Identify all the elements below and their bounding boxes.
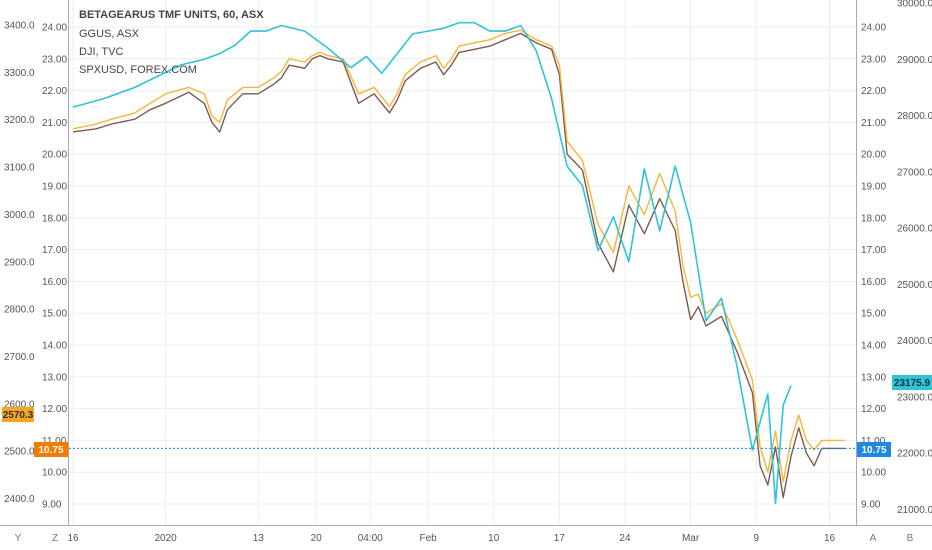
z-scale-button[interactable]: Z [52, 533, 58, 544]
right-outer-tick-label: 26000.0 [897, 224, 932, 235]
series-layer [72, 21, 845, 505]
left-axis-outer-ticks: 3400.0 3300.0 3200.0 3100.0 3000.0 2900.0 2800… [4, 21, 35, 506]
x-tick-label: 20 [311, 533, 323, 544]
x-tick-label: Feb [420, 533, 438, 544]
right-outer-tick-label: 25000.0 [897, 280, 932, 291]
left-inner-tick-label: 12.00 [42, 404, 67, 415]
left-inner-tick-label: 22.00 [42, 86, 67, 97]
auto-scale-button[interactable]: A [870, 533, 877, 544]
right-inner-tick-label: 24.00 [861, 23, 886, 34]
left-outer-tick-label: 3100.0 [4, 163, 35, 174]
right-dji-badge: 23175.9 [892, 375, 932, 390]
left-outer-tick-label: 2400.0 [4, 494, 35, 505]
series-line-dji [72, 21, 792, 505]
right-price-badge-label: 10.75 [861, 445, 886, 456]
right-axis-inner-ticks: 24.00 23.00 22.00 21.00 20.00 19.00 18.00 17.00… [861, 23, 886, 511]
right-inner-tick-label: 15.00 [861, 309, 886, 320]
left-inner-tick-label: 16.00 [42, 277, 67, 288]
left-inner-tick-label: 23.00 [42, 54, 67, 65]
right-inner-tick-label: 10.00 [861, 468, 886, 479]
left-outer-tick-label: 2500.0 [4, 447, 35, 458]
left-outer-tick-label: 3400.0 [4, 21, 35, 32]
left-outer-tick-label: 2900.0 [4, 257, 35, 268]
left-inner-tick-label: 21.00 [42, 118, 67, 129]
x-tick-label: 24 [619, 533, 631, 544]
left-outer-tick-label: 3300.0 [4, 68, 35, 79]
x-tick-label: 16 [67, 533, 79, 544]
right-outer-tick-label: 30000.0 [897, 0, 932, 10]
right-outer-tick-label: 29000.0 [897, 55, 932, 66]
legend-spxusd: SPXUSD, FOREX.COM [79, 64, 197, 76]
left-inner-tick-label: 11.00 [42, 436, 67, 447]
left-price-badge: 10.75 [34, 442, 68, 457]
legend-dji: DJI, TVC [79, 46, 123, 58]
axis-lines [0, 0, 932, 526]
left-outer-tick-label: 2700.0 [4, 352, 35, 363]
series-line-betagearus [72, 32, 845, 499]
right-inner-tick-label: 14.00 [861, 341, 886, 352]
right-inner-tick-label: 13.00 [861, 372, 886, 383]
right-inner-tick-label: 20.00 [861, 150, 886, 161]
left-inner-tick-label: 9.00 [42, 500, 62, 511]
b-scale-button[interactable]: B [907, 533, 914, 544]
corner-buttons: Y Z A B [15, 533, 914, 544]
left-spx-badge-label: 2570.3 [3, 410, 34, 421]
legend: BETAGEARUS TMF UNITS, 60, ASX GGUS, ASX … [79, 9, 264, 76]
right-outer-tick-label: 23000.0 [897, 392, 932, 403]
x-axis-ticks: 16 2020 13 20 04:00 Feb 10 17 24 Mar 9 16 [67, 533, 835, 544]
right-outer-tick-label: 24000.0 [897, 336, 932, 347]
right-inner-tick-label: 12.00 [861, 404, 886, 415]
left-inner-tick-label: 17.00 [42, 245, 67, 256]
right-inner-tick-label: 19.00 [861, 182, 886, 193]
left-spx-badge: 2570.3 [2, 407, 34, 422]
left-price-badge-label: 10.75 [38, 445, 63, 456]
legend-ggus: GGUS, ASX [79, 28, 140, 40]
x-tick-label: 10 [488, 533, 500, 544]
x-tick-label: 16 [824, 533, 836, 544]
left-inner-tick-label: 20.00 [42, 150, 67, 161]
grid [69, 0, 856, 525]
right-outer-tick-label: 27000.0 [897, 167, 932, 178]
right-inner-tick-label: 22.00 [861, 86, 886, 97]
x-tick-label: 04:00 [358, 533, 383, 544]
left-outer-tick-label: 2800.0 [4, 305, 35, 316]
left-outer-tick-label: 3200.0 [4, 115, 35, 126]
right-axis-outer-ticks: 30000.0 29000.0 28000.0 27000.0 26000.0 25000… [897, 0, 932, 516]
right-price-badge: 10.75 [857, 442, 891, 457]
badges: 2570.3 10.75 10.75 23175.9 [2, 375, 932, 457]
left-inner-tick-label: 19.00 [42, 182, 67, 193]
right-outer-tick-label: 21000.0 [897, 505, 932, 516]
right-inner-tick-label: 11.00 [861, 436, 886, 447]
x-tick-label: Mar [682, 533, 700, 544]
right-inner-tick-label: 18.00 [861, 213, 886, 224]
x-tick-label: 17 [554, 533, 566, 544]
x-tick-label: 2020 [155, 533, 178, 544]
left-inner-tick-label: 24.00 [42, 23, 67, 34]
right-inner-tick-label: 9.00 [861, 500, 881, 511]
left-axis-inner-ticks: 24.00 23.00 22.00 21.00 20.00 19.00 18.00 17.00… [42, 23, 67, 511]
right-inner-tick-label: 21.00 [861, 118, 886, 129]
left-outer-tick-label: 3000.0 [4, 210, 35, 221]
left-inner-tick-label: 10.00 [42, 468, 67, 479]
right-outer-tick-label: 28000.0 [897, 111, 932, 122]
right-dji-badge-label: 23175.9 [894, 378, 931, 389]
left-inner-tick-label: 14.00 [42, 341, 67, 352]
left-inner-tick-label: 18.00 [42, 213, 67, 224]
right-inner-tick-label: 23.00 [861, 54, 886, 65]
left-inner-tick-label: 15.00 [42, 309, 67, 320]
right-outer-tick-label: 22000.0 [897, 449, 932, 460]
right-inner-tick-label: 17.00 [861, 245, 886, 256]
series-line-ggus [72, 29, 845, 483]
left-inner-tick-label: 13.00 [42, 372, 67, 383]
y-scale-button[interactable]: Y [15, 533, 22, 544]
x-tick-label: 9 [753, 533, 759, 544]
right-inner-tick-label: 16.00 [861, 277, 886, 288]
legend-title: BETAGEARUS TMF UNITS, 60, ASX [79, 9, 264, 21]
left-outer-tick-label: 2600.0 [4, 399, 35, 410]
x-tick-label: 13 [253, 533, 265, 544]
